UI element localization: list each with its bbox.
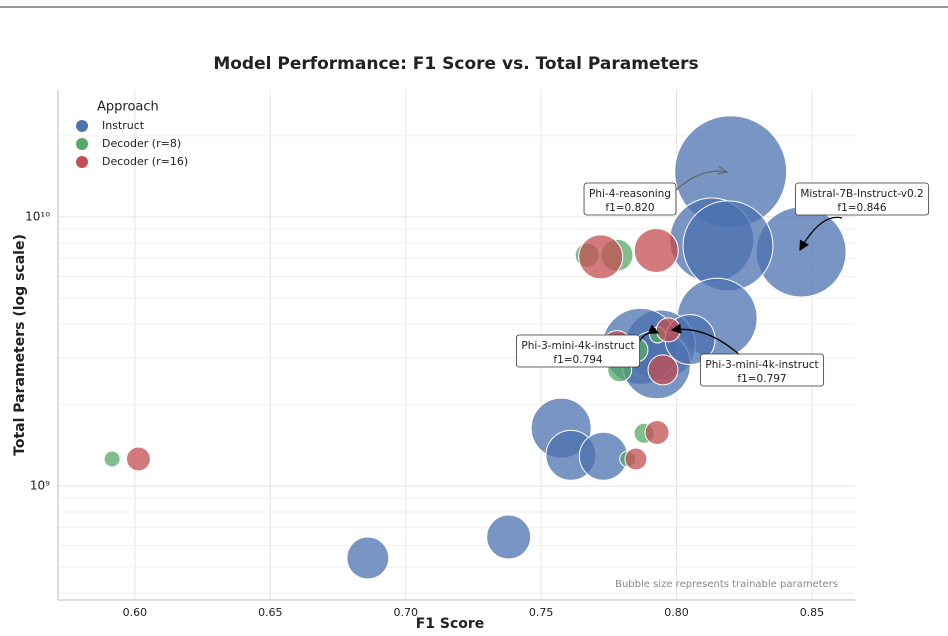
bubble — [624, 447, 648, 471]
legend-label: Decoder (r=8) — [102, 137, 181, 150]
bubble — [103, 450, 121, 468]
bubble — [125, 446, 151, 472]
annotation-text: Phi-4-reasoning — [589, 188, 671, 200]
annotation-arrow — [670, 323, 743, 358]
x-tick-label: 0.65 — [258, 606, 283, 619]
legend: Approach Instruct Decoder (r=8) Decoder (r=… — [76, 100, 188, 168]
x-tick-label: 0.60 — [123, 606, 148, 619]
y-tick-label: 10⁹ — [30, 478, 50, 492]
bubble — [647, 354, 679, 386]
annotation-text: f1=0.846 — [837, 202, 887, 214]
marks — [103, 115, 847, 580]
annotations: Phi-4-reasoning f1=0.820 Mistral-7B-Instru… — [515, 171, 930, 387]
legend-swatch — [76, 138, 88, 150]
annotation-box — [515, 334, 641, 368]
annotation-arrow — [675, 171, 727, 191]
legend-label: Decoder (r=16) — [102, 155, 188, 168]
annotation-text: f1=0.794 — [553, 354, 603, 366]
bubble — [346, 536, 390, 580]
y-axis-label: Total Parameters (log scale) — [12, 234, 28, 456]
annotation-text: Mistral-7B-Instruct-v0.2 — [800, 188, 923, 200]
chart-title: Model Performance: F1 Score vs. Total Pa… — [213, 54, 698, 74]
bubble — [633, 227, 679, 273]
legend-swatch — [76, 120, 88, 132]
annotation-text: Phi-3-mini-4k-instruct — [521, 340, 634, 352]
x-tick-label: 0.80 — [664, 606, 689, 619]
legend-label: Instruct — [102, 119, 145, 132]
annotation-box — [699, 353, 825, 387]
bubble — [682, 200, 774, 292]
annotation-arrow — [799, 216, 843, 252]
annotation-text: f1=0.820 — [605, 202, 654, 214]
annotation-text: f1=0.797 — [737, 373, 786, 385]
annotation-box — [583, 182, 677, 216]
bubble — [644, 420, 670, 446]
note: Bubble size represents trainable paramet… — [615, 579, 838, 590]
legend-title: Approach — [97, 100, 159, 115]
legend-swatch — [76, 156, 88, 168]
x-axis-label: F1 Score — [416, 616, 485, 632]
annotation-text: Phi-3-mini-4k-instruct — [705, 359, 818, 371]
annotation-box — [794, 182, 930, 216]
x-tick-label: 0.75 — [529, 606, 554, 619]
bubble — [486, 514, 532, 560]
x-tick-label: 0.85 — [800, 606, 825, 619]
x-tick-label: 0.70 — [393, 606, 418, 619]
y-tick-label: 10¹⁰ — [25, 209, 50, 223]
bubble — [578, 234, 624, 280]
